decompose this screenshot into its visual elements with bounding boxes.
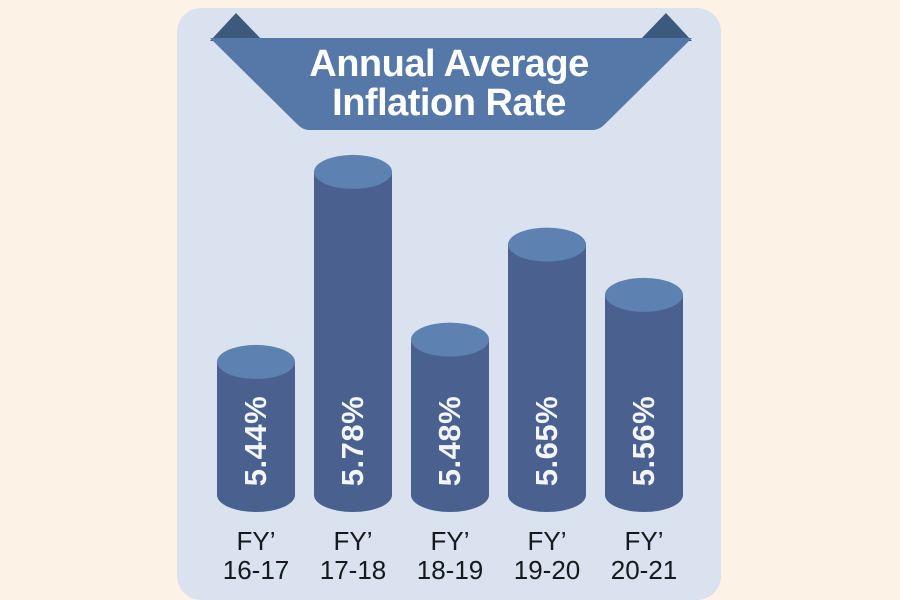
- bar-value-label: 5.56%: [626, 395, 661, 487]
- chart-title: Annual Average Inflation Rate: [177, 38, 721, 130]
- bar-category-label: FY’ 18-19: [417, 527, 484, 585]
- bar-category-line1: FY’: [236, 526, 276, 556]
- bar-category-label: FY’ 17-18: [320, 527, 387, 585]
- bar-category-line1: FY’: [624, 526, 664, 556]
- bar-value-label: 5.44%: [238, 395, 273, 487]
- bar-value-label: 5.65%: [529, 395, 564, 487]
- bar-category-label: FY’ 16-17: [223, 527, 290, 585]
- bar-top-cap: [217, 344, 295, 379]
- bar-cylinder: [508, 227, 586, 512]
- chart-title-line2: Inflation Rate: [332, 82, 566, 124]
- bar-category-line2: 18-19: [416, 555, 484, 585]
- bar-cylinder: [605, 277, 683, 512]
- bar-category-line2: 19-20: [513, 555, 581, 585]
- bar-top-cap: [411, 322, 489, 357]
- bar-body: [314, 171, 392, 495]
- ribbon-fold-left: [210, 13, 263, 41]
- bar-category-label: FY’ 19-20: [514, 527, 581, 585]
- bar-top-cap: [605, 277, 683, 312]
- bar-value-label: 5.78%: [335, 395, 370, 487]
- bar-body: [605, 294, 683, 495]
- ribbon-fold-right: [639, 13, 692, 41]
- bar-body: [411, 339, 489, 495]
- bar-category-line2: 16-17: [222, 555, 290, 585]
- bar-category-line2: 20-21: [610, 555, 678, 585]
- bar-body: [508, 244, 586, 495]
- bar-top-cap: [314, 154, 392, 189]
- bar-top-cap: [508, 227, 586, 262]
- bar-body: [217, 361, 295, 495]
- bar-category-line1: FY’: [430, 526, 470, 556]
- bar-category-line2: 17-18: [319, 555, 387, 585]
- bar-category-line1: FY’: [333, 526, 373, 556]
- chart-title-line1: Annual Average: [309, 43, 589, 85]
- bar-category-label: FY’ 20-21: [611, 527, 678, 585]
- ribbon-body: [210, 38, 692, 130]
- bar-value-label: 5.48%: [432, 395, 467, 487]
- bar-cylinder: [411, 322, 489, 512]
- bar-cylinder: [217, 344, 295, 512]
- bar-category-line1: FY’: [527, 526, 567, 556]
- bar-cylinder: [314, 154, 392, 512]
